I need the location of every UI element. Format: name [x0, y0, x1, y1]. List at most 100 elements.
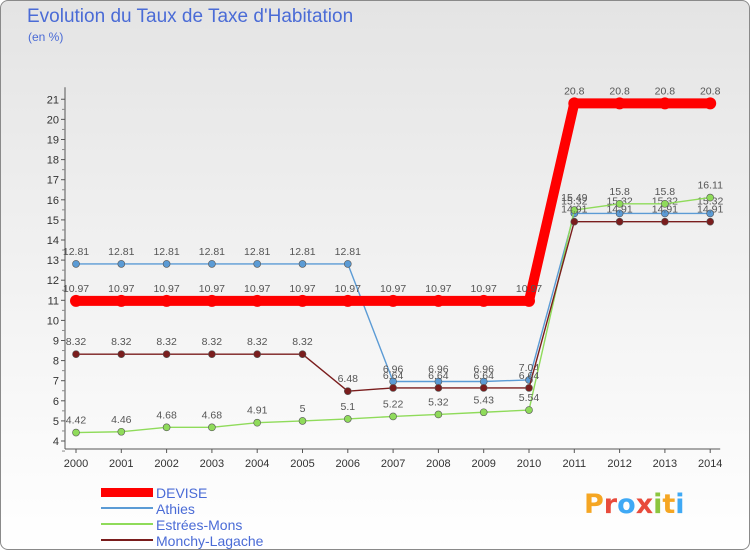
- data-label: 6.96: [383, 364, 404, 376]
- data-point: [615, 200, 624, 208]
- data-label: 20.8: [564, 85, 585, 97]
- x-tick-label: 2013: [653, 458, 677, 470]
- data-point: [570, 217, 579, 226]
- data-label: 10.97: [425, 283, 451, 295]
- data-point: [253, 260, 262, 268]
- x-tick-label: 2001: [109, 458, 133, 470]
- y-tick-label: 17: [47, 175, 59, 187]
- x-tick-label: 2014: [698, 458, 722, 470]
- data-point: [434, 384, 443, 392]
- data-point: [658, 97, 671, 110]
- x-tick-label: 2003: [200, 458, 224, 470]
- data-point: [160, 294, 173, 307]
- data-label: 5.22: [383, 398, 404, 410]
- data-point: [205, 294, 218, 307]
- data-label: 15.49: [561, 192, 587, 204]
- legend-swatch: [101, 487, 153, 497]
- data-point: [162, 423, 171, 432]
- data-point: [72, 350, 80, 358]
- data-point: [387, 294, 400, 307]
- data-label: 8.32: [156, 336, 177, 348]
- y-tick-label: 8: [53, 356, 59, 368]
- data-point: [568, 97, 581, 110]
- data-point: [72, 260, 80, 268]
- data-label: 12.81: [244, 246, 270, 258]
- x-tick-label: 2000: [64, 458, 88, 470]
- y-tick-label: 11: [48, 295, 59, 307]
- data-point: [479, 384, 488, 392]
- y-tick-label: 7: [53, 376, 59, 388]
- data-label: 10.97: [153, 283, 179, 295]
- data-label: 20.8: [609, 85, 630, 97]
- logo-letter: i: [653, 489, 663, 520]
- data-point: [343, 260, 352, 268]
- y-tick-label: 15: [47, 215, 59, 227]
- data-label: 16.11: [697, 180, 723, 192]
- x-tick-label: 2002: [154, 458, 178, 470]
- x-tick-label: 2011: [562, 458, 586, 470]
- data-point: [525, 406, 533, 414]
- data-label: 5.1: [340, 401, 355, 413]
- chart-title: Evolution du Taux de Taxe d'Habitation: [27, 6, 354, 27]
- x-tick-label: 2004: [245, 458, 269, 470]
- data-label: 14.91: [652, 204, 678, 216]
- data-label: 14.91: [561, 204, 587, 216]
- legend-label: Estrées-Mons: [156, 517, 243, 533]
- data-point: [298, 350, 307, 358]
- data-label: 10.97: [63, 283, 89, 295]
- data-point: [704, 97, 717, 110]
- logo-letter: r: [603, 489, 618, 520]
- data-label: 4.68: [202, 409, 223, 421]
- data-point: [162, 260, 171, 268]
- data-label: 20.8: [655, 85, 676, 97]
- data-point: [615, 209, 624, 218]
- data-point: [72, 428, 80, 437]
- legend-label: Monchy-Lagache: [156, 533, 264, 549]
- y-tick-label: 20: [47, 114, 59, 126]
- data-label: 12.81: [199, 246, 225, 258]
- data-label: 6.64: [383, 370, 404, 382]
- data-label: 4.42: [66, 415, 87, 427]
- logo-letter: x: [635, 489, 654, 520]
- data-label: 5.54: [519, 392, 540, 404]
- data-point: [251, 294, 264, 307]
- x-tick-label: 2012: [607, 458, 631, 470]
- series-line: [75, 196, 711, 434]
- data-label: 6.96: [428, 364, 449, 376]
- data-point: [253, 418, 262, 427]
- legend-swatch: [101, 539, 153, 541]
- data-label: 5.43: [473, 394, 494, 406]
- legend-item: DEVISE: [99, 485, 339, 501]
- x-tick-label: 2007: [381, 458, 405, 470]
- data-point: [208, 423, 216, 432]
- x-tick-label: 2008: [426, 458, 450, 470]
- data-label: 4.91: [247, 405, 268, 417]
- y-tick-label: 14: [47, 235, 59, 247]
- data-point: [117, 260, 126, 268]
- y-tick-label: 13: [47, 255, 59, 267]
- data-label: 10.97: [335, 283, 361, 295]
- data-point: [253, 350, 262, 358]
- data-point: [661, 209, 669, 218]
- y-tick-label: 5: [53, 416, 59, 428]
- x-tick-label: 2010: [517, 458, 541, 470]
- data-point: [434, 410, 443, 419]
- data-label: 8.32: [111, 336, 132, 348]
- data-point: [341, 294, 354, 307]
- logo-letter: P: [584, 489, 604, 520]
- data-label: 8.32: [66, 336, 87, 348]
- chart-subtitle: (en %): [28, 30, 64, 44]
- data-point: [115, 294, 128, 307]
- data-label: 12.81: [108, 246, 134, 258]
- legend-swatch: [101, 507, 153, 509]
- data-label: 6.64: [473, 370, 494, 382]
- data-label: 12.81: [63, 246, 89, 258]
- data-label: 6.96: [473, 364, 494, 376]
- x-tick-label: 2005: [290, 458, 314, 470]
- y-tick-label: 12: [47, 275, 59, 287]
- data-point: [477, 294, 490, 307]
- legend-item: Estrées-Mons: [99, 517, 339, 533]
- data-label: 8.32: [247, 336, 268, 348]
- legend-label: Athies: [156, 501, 195, 517]
